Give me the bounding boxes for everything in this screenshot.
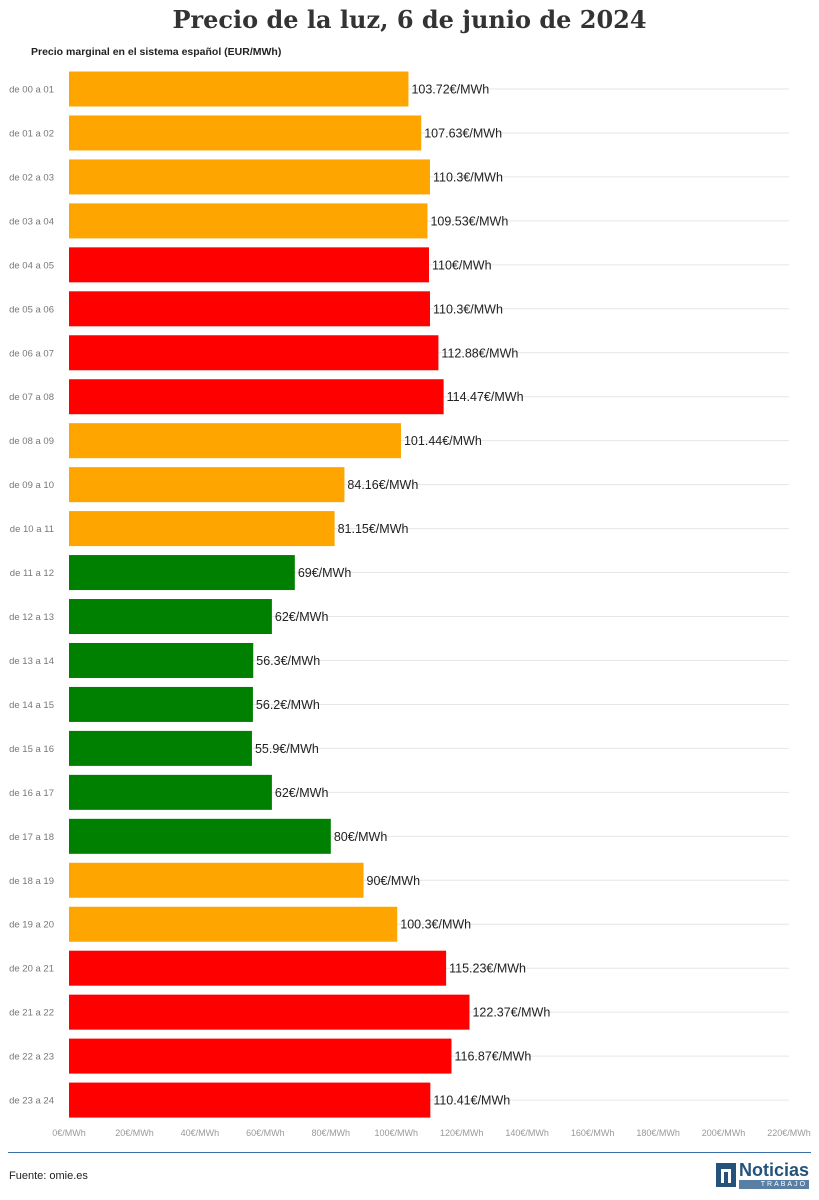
category-label: de 13 a 14 xyxy=(9,656,54,667)
chart-subtitle: Precio marginal en el sistema español (E… xyxy=(31,46,282,58)
bar-chart: 103.72€/MWh 107.63€/MWh 110.3€/MWh 109.53€/… xyxy=(9,71,811,1138)
bar xyxy=(69,115,422,151)
category-label: de 19 a 20 xyxy=(9,920,54,931)
logo-text: Noticias TRABAJO xyxy=(739,1160,810,1189)
x-tick-label: 180€/MWh xyxy=(636,1128,680,1138)
bar xyxy=(69,379,444,415)
bar xyxy=(69,906,398,942)
x-tick-label: 0€/MWh xyxy=(52,1128,86,1138)
x-tick-label: 60€/MWh xyxy=(246,1128,285,1138)
logo-subtitle: TRABAJO xyxy=(739,1180,810,1189)
data-label: 55.9€/MWh xyxy=(255,742,319,756)
bar xyxy=(69,686,253,722)
category-label: de 18 a 19 xyxy=(9,876,54,887)
x-tick-label: 160€/MWh xyxy=(571,1128,615,1138)
data-label: 56.2€/MWh xyxy=(256,698,320,712)
category-label: de 09 a 10 xyxy=(9,480,54,491)
category-label: de 03 a 04 xyxy=(9,216,54,227)
data-label: 62€/MWh xyxy=(275,786,329,800)
data-label: 81.15€/MWh xyxy=(338,522,409,536)
category-label: de 15 a 16 xyxy=(9,744,54,755)
data-label: 114.47€/MWh xyxy=(447,390,524,404)
bar xyxy=(69,511,335,547)
bar xyxy=(69,467,345,503)
data-label: 62€/MWh xyxy=(275,610,329,624)
bar xyxy=(69,1038,452,1074)
category-label: de 16 a 17 xyxy=(9,788,54,799)
source-note: Fuente: omie.es xyxy=(9,1170,88,1182)
category-label: de 10 a 11 xyxy=(10,524,54,535)
bar xyxy=(69,1082,431,1118)
bar xyxy=(69,862,364,898)
category-label: de 23 a 24 xyxy=(9,1096,54,1107)
data-label: 101.44€/MWh xyxy=(404,434,482,448)
x-tick-label: 200€/MWh xyxy=(702,1128,746,1138)
x-tick-label: 120€/MWh xyxy=(440,1128,484,1138)
x-tick-label: 20€/MWh xyxy=(115,1128,154,1138)
bar xyxy=(69,774,272,810)
category-label: de 14 a 15 xyxy=(9,700,54,711)
category-label: de 11 a 12 xyxy=(10,568,54,579)
noticias-trabajo-logo-icon xyxy=(716,1163,736,1187)
category-label: de 02 a 03 xyxy=(9,172,54,183)
category-label: de 22 a 23 xyxy=(9,1052,54,1063)
category-label: de 04 a 05 xyxy=(9,260,54,271)
category-label: de 08 a 09 xyxy=(9,436,54,447)
category-label: de 01 a 02 xyxy=(9,128,54,139)
category-labels: de 00 a 01 de 01 a 02 de 02 a 03 de 03 a 04… xyxy=(9,85,54,1107)
bar xyxy=(69,730,252,766)
logo-name: Noticias xyxy=(739,1160,810,1180)
x-tick-label: 100€/MWh xyxy=(375,1128,419,1138)
data-label: 84.16€/MWh xyxy=(347,478,418,492)
x-tick-label: 140€/MWh xyxy=(505,1128,549,1138)
bar xyxy=(69,423,401,459)
data-labels: 103.72€/MWh 107.63€/MWh 110.3€/MWh 109.53€/… xyxy=(255,83,550,1108)
category-label: de 06 a 07 xyxy=(9,348,54,359)
bar xyxy=(69,599,272,635)
brand-logo[interactable]: Noticias TRABAJO xyxy=(716,1160,810,1189)
category-label: de 12 a 13 xyxy=(9,612,54,623)
bar xyxy=(69,818,331,854)
bar xyxy=(69,159,430,195)
bar xyxy=(69,335,439,371)
chart-title: Precio de la luz, 6 de junio de 2024 xyxy=(172,5,647,34)
data-label: 110€/MWh xyxy=(432,258,492,272)
data-label: 107.63€/MWh xyxy=(424,126,502,140)
bar xyxy=(69,555,295,591)
bar xyxy=(69,642,254,678)
category-label: de 17 a 18 xyxy=(9,832,54,843)
data-label: 103.72€/MWh xyxy=(411,83,489,97)
category-label: de 21 a 22 xyxy=(9,1008,54,1019)
footer-divider xyxy=(8,1152,811,1153)
data-label: 80€/MWh xyxy=(334,830,388,844)
bars xyxy=(69,71,470,1118)
bar xyxy=(69,247,429,283)
bar xyxy=(69,291,430,327)
data-label: 116.87€/MWh xyxy=(454,1050,531,1064)
data-label: 110.3€/MWh xyxy=(433,170,503,184)
data-label: 112.88€/MWh xyxy=(441,346,518,360)
bar xyxy=(69,203,428,239)
data-label: 110.41€/MWh xyxy=(433,1094,510,1108)
data-label: 90€/MWh xyxy=(367,874,421,888)
x-tick-label: 80€/MWh xyxy=(312,1128,351,1138)
x-tick-label: 220€/MWh xyxy=(767,1128,811,1138)
x-axis-ticks: 0€/MWh 20€/MWh 40€/MWh 60€/MWh 80€/MWh 100€/M… xyxy=(52,1128,811,1138)
data-label: 122.37€/MWh xyxy=(472,1006,550,1020)
category-label: de 07 a 08 xyxy=(9,392,54,403)
category-label: de 20 a 21 xyxy=(9,964,54,975)
data-label: 100.3€/MWh xyxy=(400,918,471,932)
x-tick-label: 40€/MWh xyxy=(181,1128,220,1138)
data-label: 110.3€/MWh xyxy=(433,302,503,316)
data-label: 115.23€/MWh xyxy=(449,962,526,976)
gridlines xyxy=(69,88,789,1101)
data-label: 56.3€/MWh xyxy=(256,654,320,668)
data-label: 69€/MWh xyxy=(298,566,352,580)
category-label: de 00 a 01 xyxy=(9,85,54,96)
category-label: de 05 a 06 xyxy=(9,304,54,315)
bar xyxy=(69,994,470,1030)
bar xyxy=(69,71,409,107)
bar xyxy=(69,950,447,986)
data-label: 109.53€/MWh xyxy=(430,214,508,228)
